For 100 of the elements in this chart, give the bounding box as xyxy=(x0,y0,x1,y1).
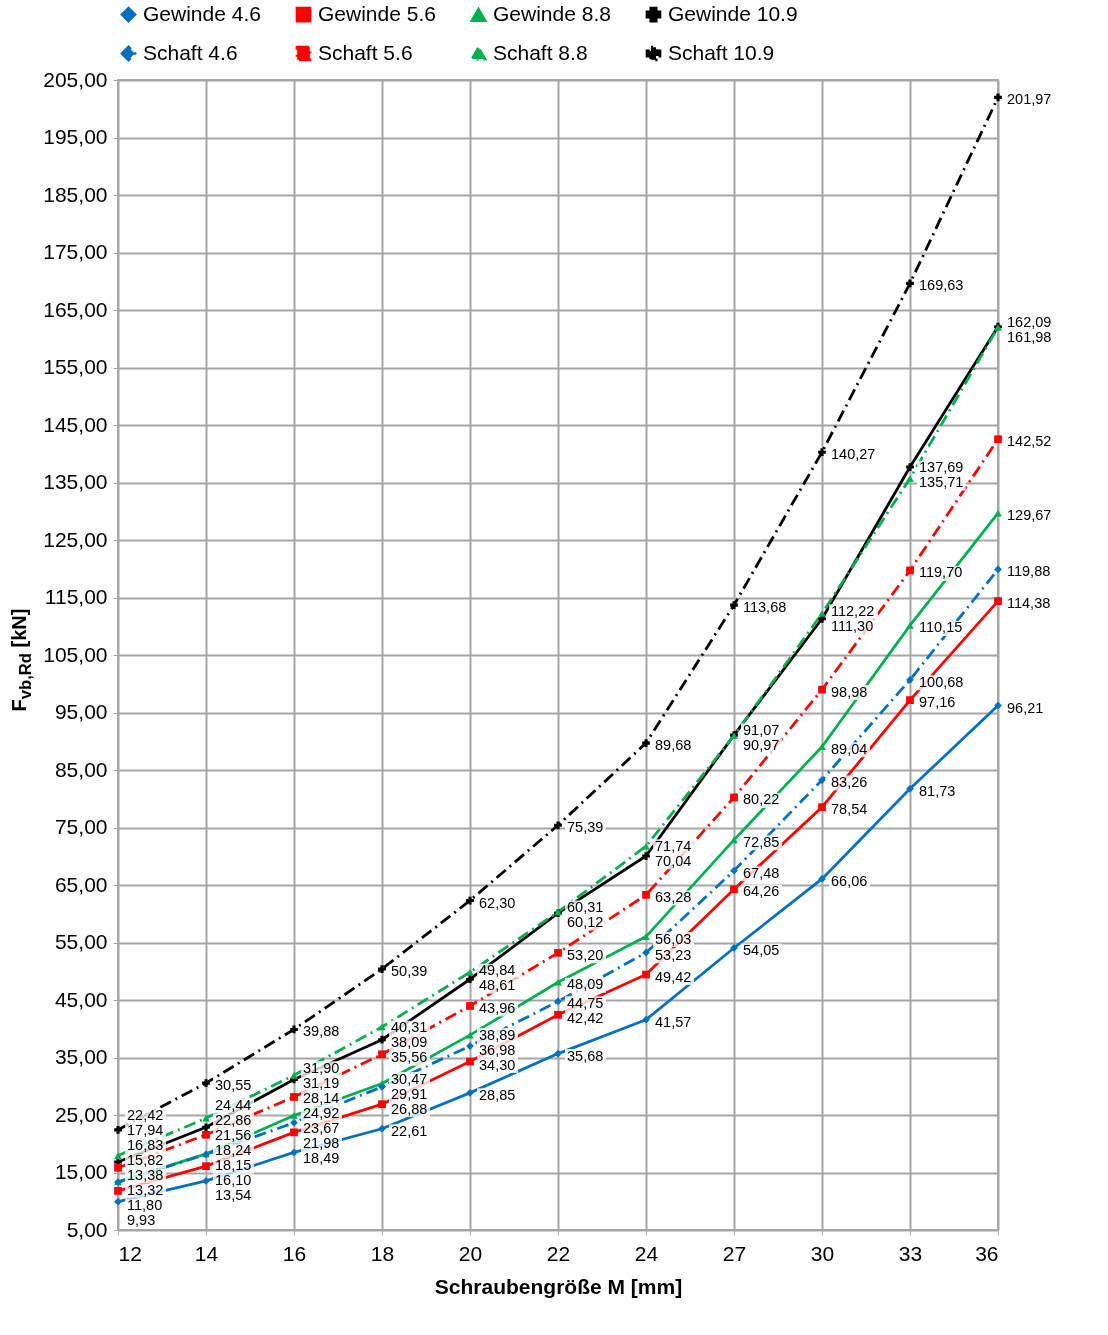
data-label: 110,15 xyxy=(919,619,963,636)
data-label: 119,88 xyxy=(1007,563,1051,580)
data-label: 140,27 xyxy=(831,446,876,463)
legend-label: Schaft 4.6 xyxy=(143,40,238,64)
data-label: 53,23 xyxy=(655,946,692,963)
data-label: 43,96 xyxy=(479,999,516,1016)
data-label: 35,56 xyxy=(391,1049,428,1066)
data-label: 100,68 xyxy=(919,673,964,690)
data-label: 129,67 xyxy=(1007,507,1052,524)
data-label: 15,82 xyxy=(127,1152,164,1168)
y-tick-label: 5,00 xyxy=(66,1217,108,1241)
data-label: 31,90 xyxy=(303,1059,340,1076)
data-label: 67,48 xyxy=(743,864,780,881)
y-tick-label: 35,00 xyxy=(54,1045,108,1068)
x-tick-label: 18 xyxy=(370,1241,395,1265)
x-tick-label: 27 xyxy=(722,1241,747,1265)
data-label: 30,55 xyxy=(215,1077,252,1094)
data-label: 18,49 xyxy=(303,1149,340,1166)
data-label: 30,47 xyxy=(391,1070,428,1087)
data-label: 81,73 xyxy=(919,782,956,799)
data-label: 64,26 xyxy=(743,883,780,900)
data-label: 48,61 xyxy=(479,977,516,994)
data-label: 97,16 xyxy=(919,694,956,711)
data-label: 13,54 xyxy=(215,1186,252,1203)
data-label: 31,19 xyxy=(303,1074,340,1091)
x-tick-label: 20 xyxy=(458,1241,483,1265)
data-label: 41,57 xyxy=(655,1013,692,1030)
data-label: 35,68 xyxy=(567,1047,604,1064)
y-tick-label: 25,00 xyxy=(54,1102,108,1126)
data-label: 135,71 xyxy=(919,474,964,491)
data-label: 39,88 xyxy=(303,1023,340,1040)
data-label: 162,09 xyxy=(1007,313,1052,330)
data-label: 49,42 xyxy=(655,968,692,985)
data-label: 75,39 xyxy=(567,819,604,836)
data-label: 60,12 xyxy=(567,914,604,931)
x-tick-label: 24 xyxy=(634,1241,659,1265)
data-label: 22,42 xyxy=(127,1107,164,1123)
data-label: 38,09 xyxy=(391,1034,428,1051)
data-label: 53,20 xyxy=(567,946,604,963)
data-label: 24,92 xyxy=(303,1104,340,1121)
y-tick-label: 95,00 xyxy=(54,700,108,723)
data-label: 62,30 xyxy=(479,894,516,911)
data-label: 72,85 xyxy=(743,833,780,850)
data-label: 42,42 xyxy=(567,1009,604,1026)
data-label: 21,56 xyxy=(215,1126,252,1143)
x-tick-label: 14 xyxy=(194,1241,219,1265)
y-tick-label: 105,00 xyxy=(43,642,108,666)
legend-label: Gewinde 8.8 xyxy=(493,2,611,26)
data-label: 48,09 xyxy=(567,976,604,993)
data-label: 63,28 xyxy=(655,888,692,905)
data-label: 21,98 xyxy=(303,1134,340,1151)
y-tick-label: 135,00 xyxy=(43,470,108,493)
data-label: 36,98 xyxy=(479,1041,516,1058)
data-label: 38,89 xyxy=(479,1026,516,1043)
x-tick-label: 12 xyxy=(118,1241,142,1265)
data-label: 22,61 xyxy=(391,1122,428,1139)
data-label: 89,68 xyxy=(655,737,692,754)
data-label: 91,07 xyxy=(743,721,780,738)
x-tick-label: 30 xyxy=(810,1241,835,1265)
y-tick-label: 15,00 xyxy=(54,1160,108,1183)
data-label: 119,70 xyxy=(919,564,963,581)
data-label: 54,05 xyxy=(743,941,780,958)
data-label: 22,86 xyxy=(215,1111,252,1128)
data-label: 137,69 xyxy=(919,459,964,476)
data-label: 201,97 xyxy=(1007,91,1052,108)
x-tick-label: 36 xyxy=(975,1241,999,1265)
legend-label: Schaft 10.9 xyxy=(668,40,775,64)
data-label: 40,31 xyxy=(391,1019,428,1036)
legend-label: Schaft 8.8 xyxy=(493,40,588,64)
data-label: 28,14 xyxy=(303,1089,340,1106)
data-label: 78,54 xyxy=(831,801,868,818)
data-label: 13,38 xyxy=(127,1167,164,1183)
data-label: 24,44 xyxy=(215,1096,252,1113)
data-label: 9,93 xyxy=(127,1212,156,1228)
legend-label: Schaft 5.6 xyxy=(318,40,413,64)
data-label: 114,38 xyxy=(1007,595,1051,612)
legend-label: Gewinde 10.9 xyxy=(668,1,798,25)
x-tick-label: 33 xyxy=(898,1241,923,1265)
data-label: 96,21 xyxy=(1007,699,1044,716)
y-tick-label: 125,00 xyxy=(43,527,108,551)
y-tick-label: 145,00 xyxy=(43,412,108,436)
y-tick-label: 65,00 xyxy=(54,872,108,896)
data-label: 28,85 xyxy=(479,1086,516,1103)
data-label: 142,52 xyxy=(1007,433,1052,450)
y-tick-label: 115,00 xyxy=(44,585,108,608)
data-label: 13,32 xyxy=(127,1182,164,1198)
y-tick-label: 205,00 xyxy=(43,67,108,91)
data-label: 169,63 xyxy=(919,277,964,294)
data-label: 111,30 xyxy=(831,617,874,634)
data-label: 161,98 xyxy=(1007,328,1052,345)
data-label: 66,06 xyxy=(831,872,868,889)
data-label: 56,03 xyxy=(655,930,692,947)
x-axis-title: Schraubengröße M [mm] xyxy=(434,1274,683,1298)
data-label: 70,04 xyxy=(655,852,692,869)
data-label: 60,31 xyxy=(567,899,604,916)
legend-label: Gewinde 5.6 xyxy=(318,1,436,25)
data-label: 16,83 xyxy=(127,1137,164,1153)
data-label: 18,24 xyxy=(215,1141,252,1158)
y-tick-label: 45,00 xyxy=(54,987,108,1011)
data-label: 17,94 xyxy=(127,1122,164,1138)
